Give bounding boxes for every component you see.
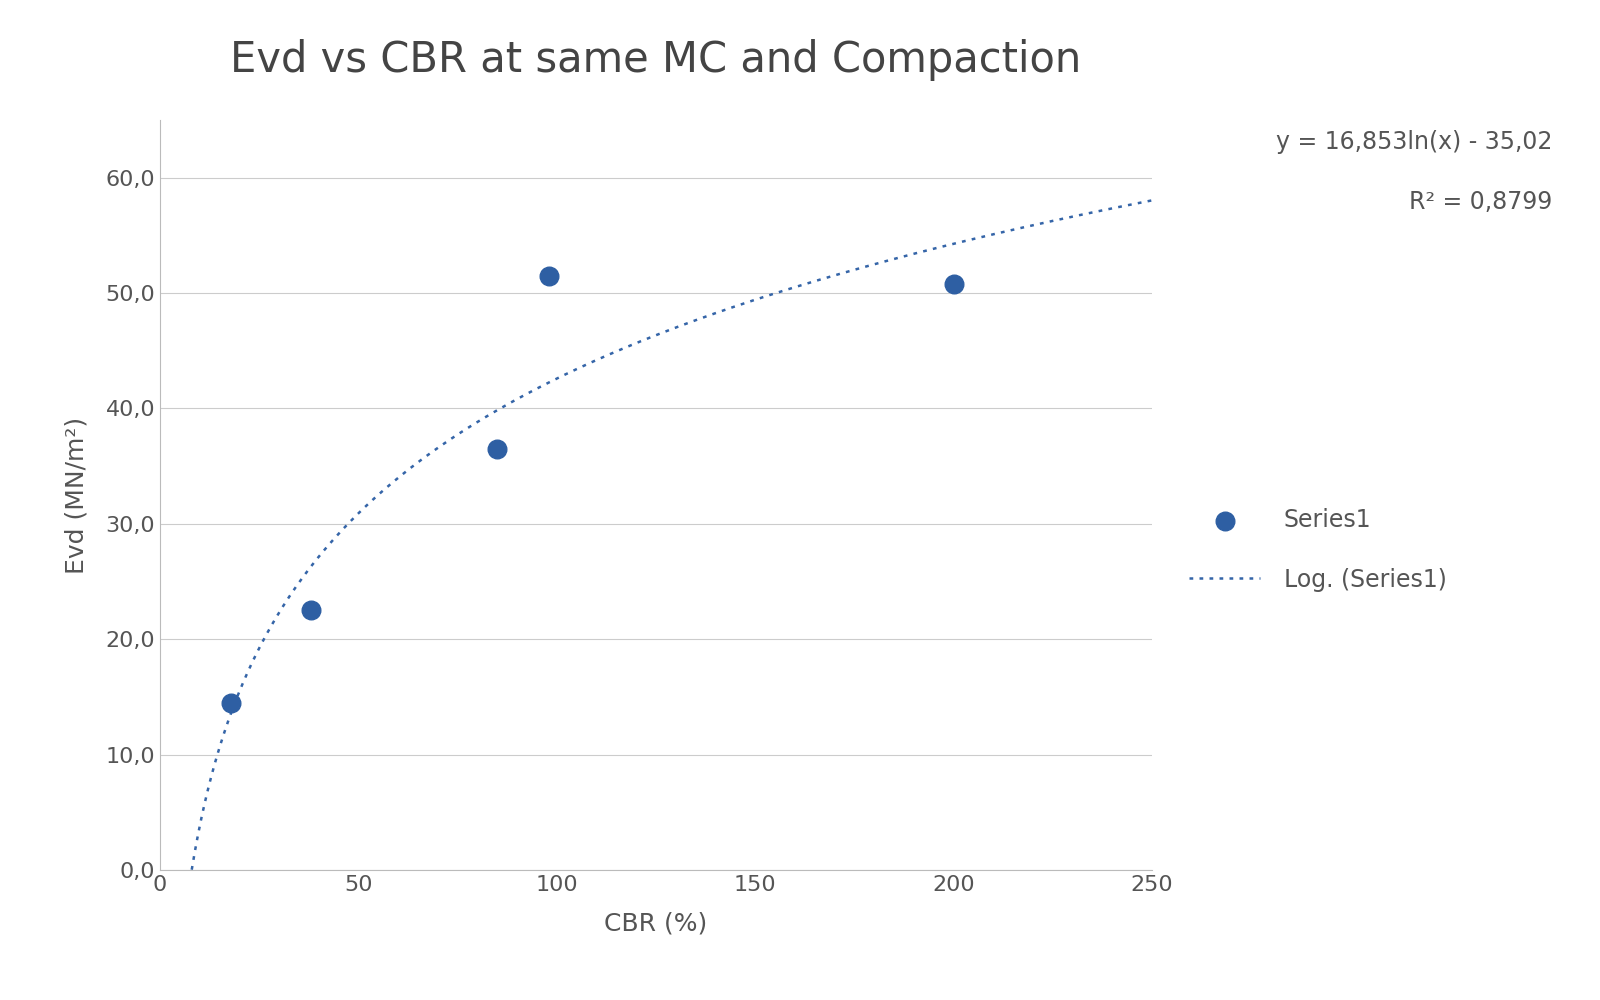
Text: R² = 0,8799: R² = 0,8799 [1408,190,1552,214]
Text: Evd vs CBR at same MC and Compaction: Evd vs CBR at same MC and Compaction [230,39,1082,81]
Y-axis label: Evd (MN/m²): Evd (MN/m²) [64,416,88,574]
Point [941,276,966,292]
Text: y = 16,853ln(x) - 35,02: y = 16,853ln(x) - 35,02 [1275,130,1552,154]
Point [485,441,510,457]
Point [298,602,323,618]
X-axis label: CBR (%): CBR (%) [605,912,707,936]
Point [219,695,245,711]
Point [536,268,562,284]
Legend: Series1, Log. (Series1): Series1, Log. (Series1) [1179,499,1456,601]
